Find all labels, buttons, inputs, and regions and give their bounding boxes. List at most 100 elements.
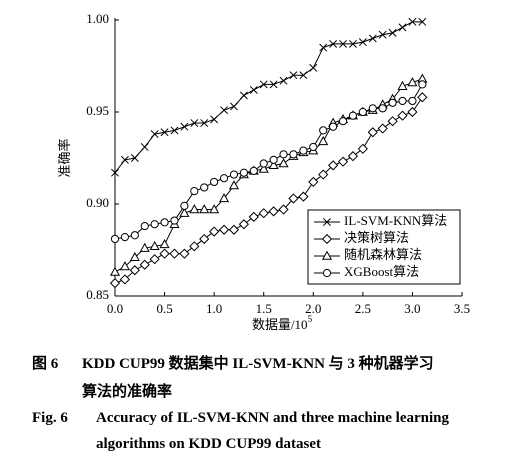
- marker: [149, 254, 160, 265]
- series-line: [114, 21, 423, 174]
- x-tick-label: 2.5: [355, 301, 371, 316]
- marker: [209, 204, 220, 214]
- marker: [228, 180, 240, 190]
- marker: [377, 123, 388, 134]
- marker: [408, 17, 417, 26]
- marker: [308, 176, 319, 188]
- x-axis-label-text: 数据量/10: [252, 317, 308, 332]
- marker: [299, 71, 308, 80]
- marker: [199, 233, 210, 245]
- marker: [408, 96, 417, 106]
- marker: [220, 106, 229, 115]
- legend-label: XGBoost算法: [344, 264, 419, 279]
- legend-marker: [321, 233, 333, 245]
- y-tick-label: 0.90: [86, 195, 109, 210]
- legend-marker: [321, 250, 333, 260]
- marker: [388, 98, 397, 107]
- marker: [319, 43, 328, 52]
- marker: [388, 28, 397, 37]
- marker: [129, 251, 140, 262]
- caption-en-line: algorithms on KDD CUP99 dataset: [96, 436, 321, 452]
- marker: [189, 204, 200, 214]
- marker: [238, 219, 249, 230]
- legend-label: IL-SVM-KNN算法: [344, 213, 447, 228]
- marker: [407, 77, 418, 87]
- caption-en-line: Accuracy of IL-SVM-KNN and three machine…: [96, 410, 450, 426]
- marker: [398, 23, 407, 32]
- y-tick-label: 0.95: [86, 103, 109, 118]
- marker: [318, 169, 329, 180]
- marker: [190, 187, 199, 196]
- marker: [298, 191, 309, 202]
- marker: [229, 170, 239, 179]
- marker: [338, 117, 348, 126]
- marker: [149, 240, 160, 251]
- marker: [119, 274, 131, 285]
- marker: [109, 278, 121, 289]
- marker: [110, 234, 120, 244]
- caption-label: 图 6: [32, 356, 59, 372]
- marker: [367, 127, 378, 138]
- marker: [358, 107, 367, 117]
- marker: [199, 204, 210, 214]
- legend-marker: [322, 268, 332, 278]
- marker: [239, 168, 248, 177]
- marker: [218, 224, 230, 235]
- marker: [319, 126, 328, 135]
- y-tick-label: 1.00: [86, 11, 109, 26]
- marker: [160, 128, 169, 137]
- marker: [398, 96, 407, 106]
- marker: [159, 239, 170, 249]
- marker: [111, 168, 119, 177]
- marker: [418, 80, 427, 89]
- y-tick-label: 0.85: [86, 287, 109, 302]
- legend-marker: [323, 218, 331, 226]
- marker: [259, 159, 268, 168]
- marker: [190, 119, 199, 127]
- marker: [269, 155, 278, 164]
- marker: [160, 218, 169, 227]
- marker: [210, 115, 219, 124]
- marker: [279, 76, 288, 85]
- marker: [179, 207, 190, 217]
- marker: [289, 150, 298, 159]
- marker: [418, 17, 427, 26]
- marker: [328, 160, 339, 171]
- marker: [180, 201, 189, 210]
- marker: [368, 104, 377, 113]
- marker: [140, 221, 149, 231]
- marker: [357, 143, 368, 154]
- marker: [368, 34, 377, 43]
- x-axis-label-exponent: 5: [308, 314, 313, 324]
- caption-en: Fig. 6: [32, 410, 68, 426]
- marker: [130, 154, 139, 162]
- x-axis-label: 数据量/105: [252, 314, 313, 332]
- marker: [150, 130, 159, 139]
- legend-label: 随机森林算法: [344, 247, 422, 262]
- marker: [347, 151, 359, 162]
- marker: [170, 216, 179, 225]
- x-tick-label: 3.0: [404, 301, 420, 316]
- x-tick-label: 2.0: [305, 301, 321, 316]
- marker: [189, 241, 200, 252]
- x-tick-label: 1.5: [256, 301, 272, 316]
- caption-cn: 图 6: [32, 352, 58, 373]
- y-axis-label: 准确率: [57, 138, 72, 177]
- marker: [329, 39, 338, 48]
- marker: [228, 224, 240, 235]
- marker: [278, 158, 289, 168]
- marker: [318, 136, 329, 146]
- marker: [120, 233, 130, 242]
- marker: [358, 38, 367, 47]
- caption-cn-line: KDD CUP99 数据集中 IL-SVM-KNN 与 3 种机器学习: [82, 356, 434, 372]
- chart: 准确率 数据量/105 0.85 0.90 0.95 1.00 0.0 0.5 1.0 1.5…: [57, 11, 470, 332]
- marker: [109, 266, 121, 276]
- marker: [279, 150, 288, 159]
- marker: [130, 231, 139, 240]
- marker: [179, 248, 190, 259]
- marker: [387, 116, 398, 127]
- marker: [337, 156, 349, 167]
- marker: [209, 226, 220, 237]
- marker: [219, 193, 230, 203]
